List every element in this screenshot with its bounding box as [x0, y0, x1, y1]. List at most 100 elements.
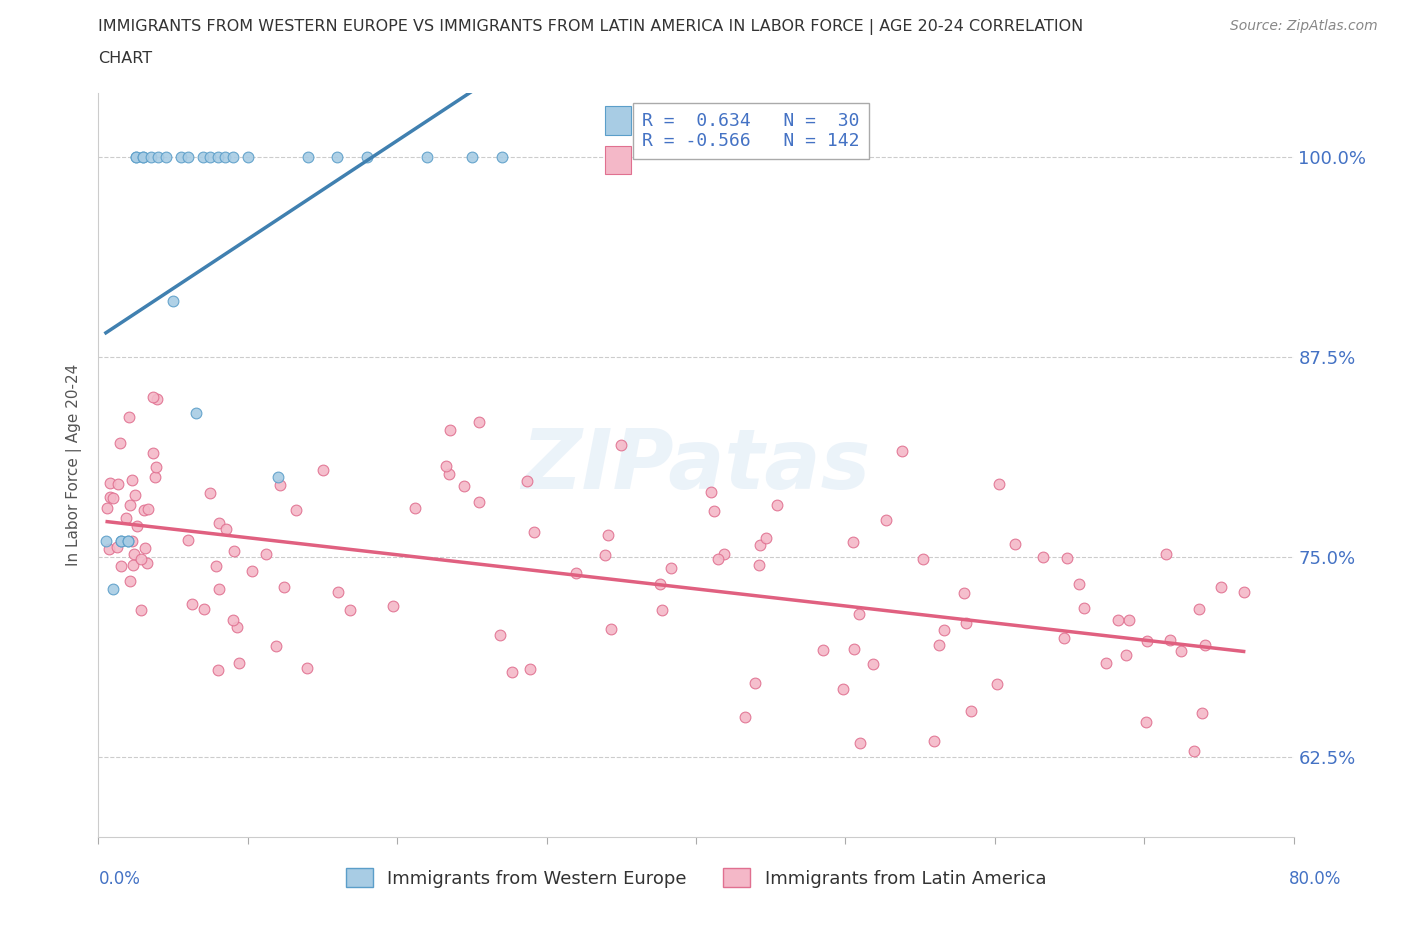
- Point: [122, 558, 145, 573]
- Point: [121, 472, 143, 487]
- Point: [381, 598, 404, 613]
- Point: [707, 551, 730, 566]
- Point: [1135, 714, 1157, 729]
- Point: [142, 445, 165, 460]
- Point: [1233, 585, 1256, 600]
- Point: [103, 581, 125, 596]
- Point: [208, 515, 231, 530]
- Point: [125, 150, 148, 165]
- Point: [121, 534, 143, 549]
- Point: [295, 660, 318, 675]
- Point: [155, 150, 177, 165]
- Point: [214, 150, 236, 165]
- Point: [988, 477, 1011, 492]
- Point: [1115, 647, 1137, 662]
- Point: [593, 548, 616, 563]
- Point: [177, 533, 200, 548]
- Point: [766, 498, 789, 512]
- Point: [1209, 579, 1232, 594]
- Point: [142, 390, 165, 405]
- Point: [1188, 602, 1211, 617]
- Text: CHART: CHART: [98, 51, 152, 66]
- Text: ZIPatas: ZIPatas: [522, 424, 870, 506]
- Point: [191, 150, 214, 165]
- Point: [132, 150, 155, 165]
- Point: [922, 733, 945, 748]
- Point: [193, 601, 215, 616]
- Point: [125, 150, 148, 165]
- Point: [436, 458, 458, 473]
- Point: [269, 478, 291, 493]
- Point: [225, 620, 247, 635]
- Point: [932, 623, 955, 638]
- Point: [222, 150, 245, 165]
- Point: [1069, 577, 1091, 591]
- Point: [215, 522, 238, 537]
- Point: [955, 616, 977, 631]
- Point: [1095, 656, 1118, 671]
- Point: [1182, 744, 1205, 759]
- Point: [145, 459, 167, 474]
- Point: [1073, 601, 1095, 616]
- Point: [98, 541, 121, 556]
- Point: [136, 501, 159, 516]
- Point: [177, 150, 200, 165]
- Point: [1056, 551, 1078, 565]
- Point: [205, 559, 228, 574]
- Point: [1135, 633, 1157, 648]
- Point: [184, 405, 207, 420]
- Point: [208, 581, 231, 596]
- Text: 0.0%: 0.0%: [98, 870, 141, 888]
- Point: [461, 150, 484, 165]
- Point: [132, 503, 155, 518]
- Point: [890, 444, 912, 458]
- Point: [1156, 547, 1178, 562]
- Point: [117, 534, 139, 549]
- Point: [356, 150, 378, 165]
- Point: [1194, 638, 1216, 653]
- Point: [1004, 537, 1026, 551]
- Point: [107, 476, 129, 491]
- Point: [439, 422, 461, 437]
- Point: [875, 512, 897, 527]
- Point: [832, 682, 855, 697]
- Point: [849, 736, 872, 751]
- Legend: Immigrants from Western Europe, Immigrants from Latin America: Immigrants from Western Europe, Immigran…: [339, 861, 1053, 895]
- Point: [108, 436, 131, 451]
- Point: [986, 677, 1008, 692]
- Point: [236, 150, 259, 165]
- Point: [734, 710, 756, 724]
- Point: [118, 574, 141, 589]
- Point: [328, 584, 350, 599]
- Text: IMMIGRANTS FROM WESTERN EUROPE VS IMMIGRANTS FROM LATIN AMERICA IN LABOR FORCE |: IMMIGRANTS FROM WESTERN EUROPE VS IMMIGR…: [98, 19, 1084, 34]
- Point: [437, 467, 460, 482]
- Point: [101, 491, 124, 506]
- Point: [416, 150, 439, 165]
- Point: [928, 637, 950, 652]
- Point: [122, 546, 145, 561]
- Point: [284, 503, 307, 518]
- Y-axis label: In Labor Force | Age 20-24: In Labor Force | Age 20-24: [66, 364, 83, 566]
- Point: [565, 565, 588, 580]
- Point: [198, 485, 221, 500]
- Point: [326, 150, 349, 165]
- Point: [312, 462, 335, 477]
- Point: [467, 494, 489, 509]
- Point: [129, 551, 152, 566]
- Text: Source: ZipAtlas.com: Source: ZipAtlas.com: [1230, 19, 1378, 33]
- Point: [297, 150, 319, 165]
- Point: [491, 150, 513, 165]
- Point: [713, 546, 735, 561]
- Point: [1118, 613, 1140, 628]
- Point: [94, 534, 117, 549]
- Point: [114, 511, 136, 525]
- Point: [110, 559, 132, 574]
- Point: [651, 602, 673, 617]
- Point: [848, 606, 870, 621]
- Point: [228, 656, 250, 671]
- Point: [755, 530, 778, 545]
- Point: [911, 551, 934, 566]
- Point: [1032, 550, 1054, 565]
- Bar: [605, 106, 631, 135]
- Point: [1107, 613, 1129, 628]
